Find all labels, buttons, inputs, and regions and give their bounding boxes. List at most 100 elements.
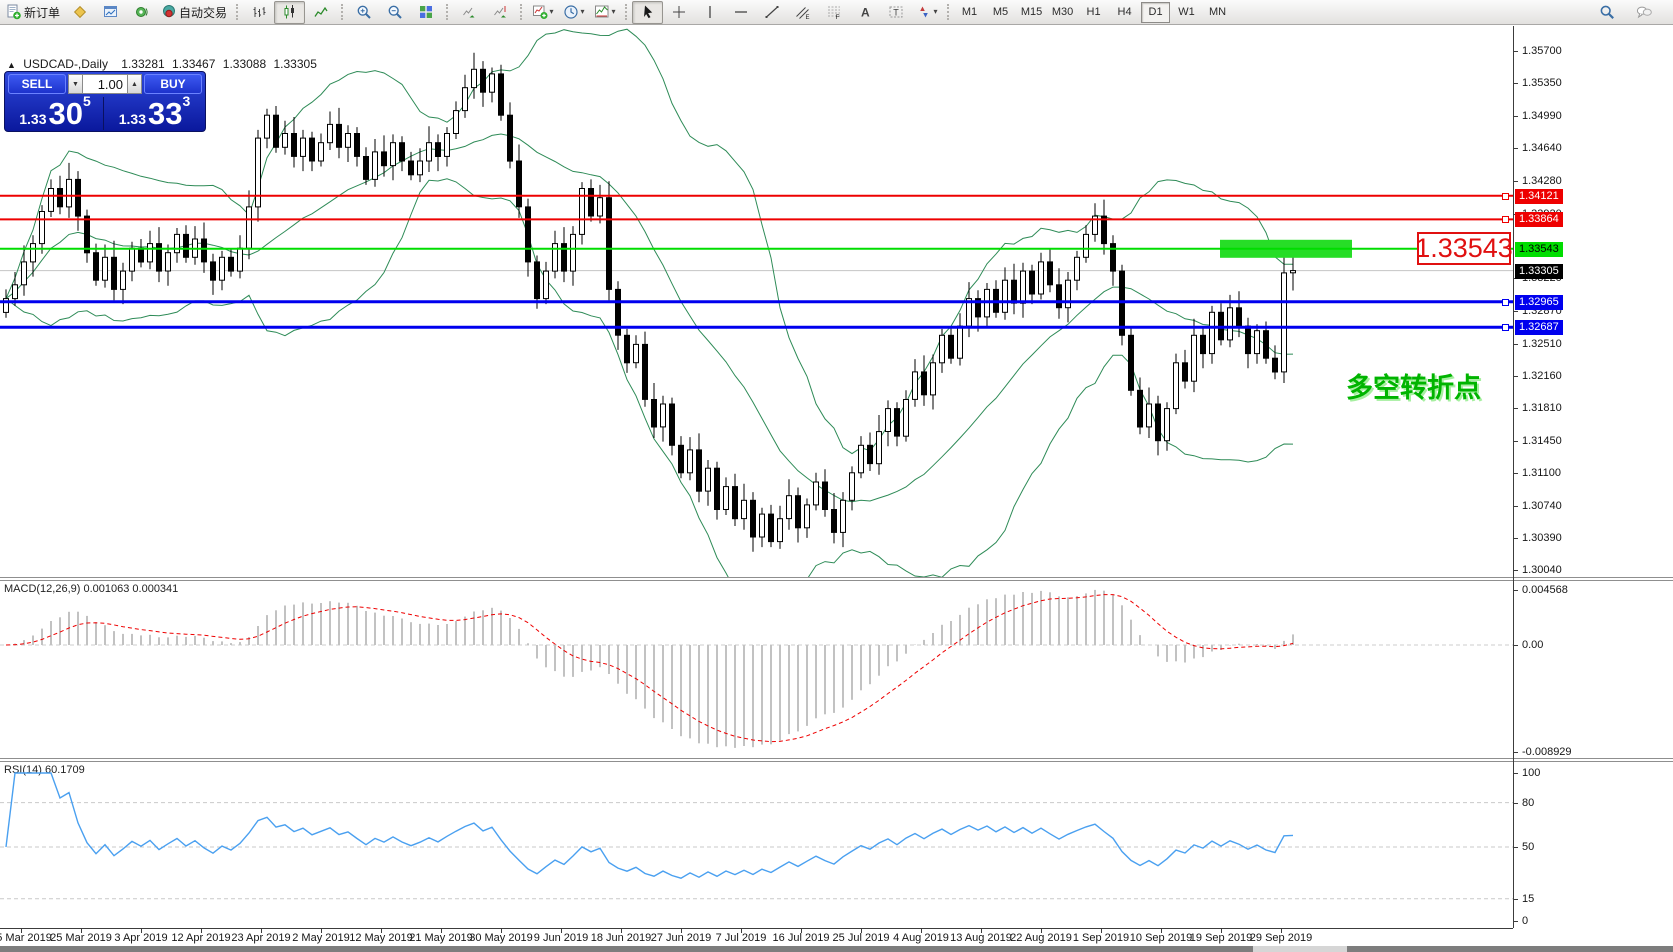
sell-quote[interactable]: 1.33 30 5 — [7, 93, 104, 130]
toolbar-grip[interactable] — [236, 4, 239, 20]
candle — [66, 178, 72, 208]
templates-button[interactable]: ▾ — [589, 1, 620, 24]
timeframe-h1-button[interactable]: H1 — [1086, 6, 1101, 18]
chart-window-button[interactable] — [95, 1, 126, 24]
candle — [597, 197, 603, 217]
bottom-scrollbar[interactable] — [0, 946, 1673, 952]
svg-text:T: T — [893, 8, 899, 18]
price-tick-mark — [1513, 343, 1518, 345]
periods-icon — [563, 5, 578, 19]
price-tick-label: 1.34280 — [1522, 175, 1562, 188]
timeframe-m1-button[interactable]: M1 — [961, 6, 978, 18]
timeframe-h4-button[interactable]: H4 — [1117, 6, 1132, 18]
buy-button[interactable]: BUY — [144, 74, 202, 94]
crosshair-button[interactable] — [663, 1, 694, 24]
toolbar-grip[interactable] — [520, 4, 523, 20]
level-line-anchor[interactable] — [1502, 324, 1509, 332]
sell-button[interactable]: SELL — [8, 74, 66, 94]
price-pane[interactable] — [0, 26, 1513, 577]
indicators-button[interactable]: ▾ — [527, 1, 558, 24]
macd-tick-label: 0.00 — [1522, 639, 1544, 651]
level-price-label[interactable]: 1.32687 — [1515, 320, 1563, 336]
candle — [552, 243, 558, 272]
chart-annotation-text[interactable]: 多空转折点 — [1346, 373, 1481, 403]
chart-shift-button[interactable] — [484, 1, 515, 24]
toolbar-grip[interactable] — [341, 4, 344, 20]
vertical-line-button[interactable] — [694, 1, 725, 24]
toolbar-grip[interactable] — [625, 4, 628, 20]
autotrading-button[interactable]: 自动交易 — [157, 1, 231, 24]
candle — [327, 123, 333, 144]
equidistant-channel-button[interactable]: E — [787, 1, 818, 24]
buy-quote-prefix: 1.33 — [118, 111, 146, 127]
oneclick-collapse-arrow[interactable]: ▲ — [7, 60, 16, 70]
date-tick-label: 19 Sep 2019 — [1189, 932, 1253, 944]
macd-pane[interactable] — [0, 581, 1513, 758]
pane-separator[interactable] — [0, 577, 1673, 581]
search-button[interactable] — [1591, 1, 1622, 24]
line-chart-button[interactable] — [305, 1, 336, 24]
level-line-anchor[interactable] — [1502, 298, 1509, 306]
rsi-pane[interactable] — [0, 762, 1513, 928]
periods-button[interactable]: ▾ — [558, 1, 589, 24]
buy-quote[interactable]: 1.33 33 3 — [106, 93, 203, 130]
volume-input[interactable]: 1.00 — [83, 74, 127, 94]
candle — [1137, 389, 1143, 428]
rsi-tick-mark — [1513, 802, 1518, 804]
candle — [561, 243, 567, 272]
price-tick-label: 1.31810 — [1522, 401, 1562, 414]
cursor-button[interactable] — [632, 0, 664, 24]
volume-up-button[interactable]: ▲ — [127, 74, 142, 94]
level-price-label[interactable]: 1.32965 — [1515, 294, 1563, 310]
level-line-anchor[interactable] — [1502, 192, 1509, 200]
text-label-button[interactable]: T — [880, 1, 911, 24]
price-tick-label: 1.31100 — [1522, 466, 1561, 479]
date-tick-label: 15 Mar 2019 — [0, 932, 52, 944]
new-order-button[interactable]: 新订单 — [2, 1, 64, 24]
timeframe-m5-button[interactable]: M5 — [992, 6, 1009, 18]
dropdown-caret-icon[interactable]: ▾ — [933, 7, 938, 16]
timeframe-w1-button[interactable]: W1 — [1178, 6, 1195, 18]
zoom-out-button[interactable] — [379, 1, 410, 24]
date-tick-label: 4 Aug 2019 — [893, 932, 949, 944]
level-price-label[interactable]: 1.33864 — [1515, 212, 1563, 228]
timeframe-d1-button[interactable]: D1 — [1141, 1, 1171, 23]
timeframe-mn-button[interactable]: MN — [1208, 6, 1227, 18]
indicators-icon — [532, 5, 548, 19]
fibonacci-button[interactable]: F — [818, 1, 849, 24]
scrollbar-thumb[interactable] — [1253, 946, 1347, 952]
pane-separator[interactable] — [0, 758, 1673, 762]
toolbar-grip[interactable] — [446, 4, 449, 20]
level-price-label[interactable]: 1.34121 — [1515, 188, 1563, 204]
volume-down-button[interactable]: ▼ — [68, 74, 83, 94]
tile-windows-button[interactable] — [410, 1, 441, 24]
metaeditor-icon — [73, 5, 86, 19]
dropdown-caret-icon[interactable]: ▾ — [580, 7, 585, 16]
chat-button[interactable] — [1628, 1, 1659, 24]
text-button[interactable]: A — [849, 1, 880, 24]
zoom-in-button[interactable] — [348, 1, 379, 24]
trendline-button[interactable] — [756, 1, 787, 24]
chart-window[interactable]: ▲ USDCAD-,Daily 1.33281 1.33467 1.33088 … — [0, 26, 1673, 952]
timeframe-m15-button[interactable]: M15 — [1020, 6, 1043, 18]
bar-chart-button[interactable] — [243, 1, 274, 24]
dropdown-caret-icon[interactable]: ▾ — [611, 7, 616, 16]
level-price-callout[interactable]: 1.33543 — [1415, 231, 1513, 265]
vertical-line-icon — [708, 6, 711, 18]
broadcast-button[interactable] — [126, 1, 157, 24]
candlestick-chart-button[interactable] — [274, 0, 306, 24]
level-price-label[interactable]: 1.33543 — [1515, 241, 1563, 257]
timeframe-m30-button[interactable]: M30 — [1051, 6, 1074, 18]
toolbar-grip[interactable] — [947, 4, 950, 20]
date-tick-mark — [801, 929, 802, 933]
level-line-anchor[interactable] — [1502, 216, 1509, 224]
dropdown-caret-icon[interactable]: ▾ — [549, 7, 554, 16]
zoom-in-icon — [357, 5, 371, 19]
auto-scroll-button[interactable] — [453, 1, 484, 24]
metaeditor-button[interactable] — [64, 1, 95, 24]
candle — [1227, 307, 1233, 341]
arrows-button[interactable]: ▾ — [911, 1, 942, 24]
horizontal-line-button[interactable] — [725, 1, 756, 24]
channel-icon: E — [795, 7, 809, 20]
chat-icon — [1636, 6, 1652, 19]
